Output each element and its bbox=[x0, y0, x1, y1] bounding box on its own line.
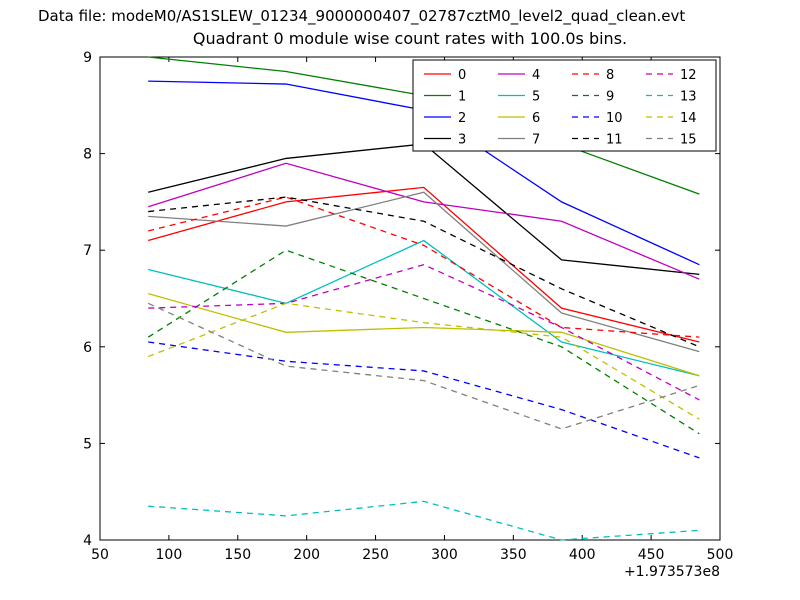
legend-label-13: 13 bbox=[680, 90, 697, 105]
legend-label-6: 6 bbox=[532, 111, 540, 126]
x-tick-label: 300 bbox=[431, 547, 458, 563]
x-tick-label: 500 bbox=[707, 547, 734, 563]
data-file-header: Data file: modeM0/AS1SLEW_01234_90000004… bbox=[38, 7, 686, 25]
y-tick-label: 4 bbox=[83, 533, 92, 549]
series-line-13 bbox=[148, 500, 700, 541]
series-line-4 bbox=[148, 162, 700, 280]
series-line-5 bbox=[148, 239, 700, 377]
legend-label-12: 12 bbox=[680, 68, 697, 83]
y-tick-label: 7 bbox=[83, 243, 92, 259]
series-line-11 bbox=[148, 196, 700, 348]
series-line-10 bbox=[148, 341, 700, 459]
x-tick-label: 200 bbox=[293, 547, 320, 563]
legend-label-14: 14 bbox=[680, 111, 697, 126]
legend-label-0: 0 bbox=[458, 68, 466, 83]
chart-title: Quadrant 0 module wise count rates with … bbox=[192, 29, 628, 48]
x-tick-label: 150 bbox=[224, 547, 251, 563]
legend-label-10: 10 bbox=[606, 111, 623, 126]
series-line-7 bbox=[148, 191, 700, 353]
legend-label-11: 11 bbox=[606, 133, 623, 148]
series-line-0 bbox=[148, 186, 700, 343]
legend-label-5: 5 bbox=[532, 90, 540, 105]
legend-label-8: 8 bbox=[606, 68, 614, 83]
legend-label-7: 7 bbox=[532, 133, 540, 148]
series-line-15 bbox=[147, 302, 700, 430]
legend-label-3: 3 bbox=[458, 133, 466, 148]
series-line-12 bbox=[148, 263, 700, 401]
legend-label-15: 15 bbox=[680, 133, 697, 148]
legend-label-2: 2 bbox=[458, 111, 466, 126]
y-tick-label: 9 bbox=[83, 50, 92, 66]
x-tick-label: 350 bbox=[500, 547, 527, 563]
legend-label-9: 9 bbox=[606, 90, 614, 105]
series-line-8 bbox=[148, 196, 700, 338]
legend-box bbox=[412, 59, 717, 152]
x-tick-label: 400 bbox=[569, 547, 596, 563]
y-tick-label: 6 bbox=[83, 340, 92, 356]
series-line-6 bbox=[148, 293, 700, 377]
legend-label-4: 4 bbox=[532, 68, 540, 83]
series-line-14 bbox=[147, 302, 700, 420]
y-tick-label: 8 bbox=[83, 147, 92, 163]
x-axis-offset-label: +1.973573e8 bbox=[624, 564, 720, 580]
plot-frame bbox=[99, 56, 721, 541]
series-line-9 bbox=[147, 249, 700, 435]
legend-label-1: 1 bbox=[458, 90, 466, 105]
y-tick-label: 5 bbox=[83, 436, 92, 452]
x-tick-label: 50 bbox=[91, 547, 109, 563]
x-tick-label: 100 bbox=[156, 547, 183, 563]
x-tick-label: 450 bbox=[638, 547, 665, 563]
x-tick-label: 250 bbox=[362, 547, 389, 563]
